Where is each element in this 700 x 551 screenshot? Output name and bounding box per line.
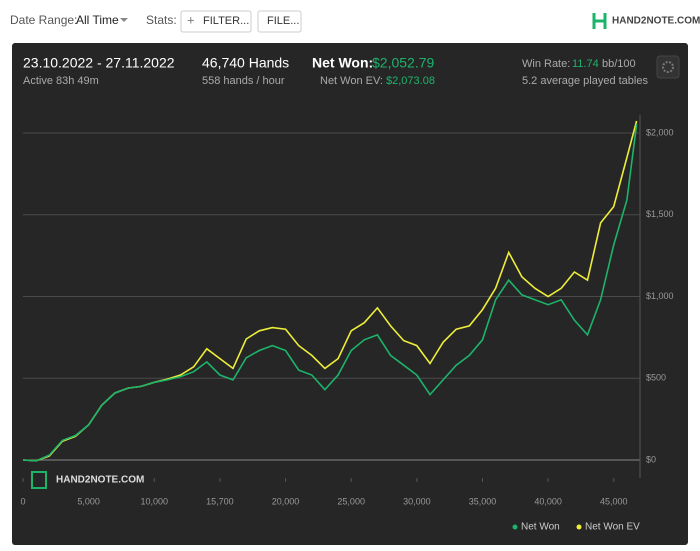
- net-won-ev-value: $2,073.08: [386, 75, 435, 87]
- logo-text: HAND2NOTE.COM: [612, 16, 700, 27]
- win-rate-unit: bb/100: [602, 58, 636, 70]
- filter-button[interactable]: [180, 10, 252, 33]
- x-tick-label: 5,000: [77, 496, 100, 506]
- tables: 5.2 average played tables: [522, 75, 648, 87]
- x-tick-label: 40,000: [534, 496, 562, 506]
- date-range-value[interactable]: All Time: [76, 13, 119, 27]
- dropdown-arrow[interactable]: [120, 18, 128, 22]
- file-button-text[interactable]: FILE...: [267, 15, 299, 27]
- x-tick-label: 35,000: [469, 496, 497, 506]
- legend-marker: [512, 524, 518, 530]
- win-rate-value: 11.74: [572, 58, 599, 70]
- panel: [12, 43, 688, 545]
- active-time: Active 83h 49m: [23, 75, 99, 87]
- legend-label: Net Won EV: [585, 522, 640, 533]
- x-tick-label: 30,000: [403, 496, 431, 506]
- watermark-icon: [31, 471, 47, 489]
- x-tick-label: 0: [20, 496, 25, 506]
- x-tick-label: 25,000: [337, 496, 365, 506]
- y-tick-label: $0: [646, 454, 656, 464]
- net-won-label: Net Won:: [312, 55, 373, 71]
- x-tick-label: 10,000: [141, 496, 169, 506]
- logo-icon: [592, 13, 607, 29]
- net-won-ev-label: Net Won EV:: [320, 75, 383, 87]
- y-tick-label: $500: [646, 373, 666, 383]
- series-line: [22, 124, 638, 462]
- file-button[interactable]: [257, 10, 302, 33]
- legend-label: Net Won: [521, 522, 560, 533]
- date-range: 23.10.2022 - 27.11.2022: [23, 55, 175, 71]
- watermark: HAND2NOTE.COM: [56, 475, 144, 486]
- win-rate-label: Win Rate:: [522, 58, 570, 70]
- net-won-value: $2,052.79: [372, 55, 434, 71]
- hands-per-hour: 558 hands / hour: [202, 75, 285, 87]
- y-tick-label: $1,500: [646, 209, 674, 219]
- date-range-label: Date Range:: [10, 13, 77, 27]
- hands: 46,740 Hands: [202, 55, 289, 71]
- legend-marker: [576, 524, 582, 530]
- filter-button-text[interactable]: FILTER...: [203, 15, 249, 27]
- stats-label: Stats:: [146, 13, 177, 27]
- chart: $0 $500 $1,000 $1,500 $2,000 0 5,000 10,000 15,7…: [20, 115, 674, 533]
- settings-button[interactable]: [656, 55, 680, 79]
- plus-icon: +: [187, 12, 195, 27]
- x-tick-label: 15,700: [206, 496, 234, 506]
- x-tick-label: 20,000: [272, 496, 300, 506]
- gear-icon[interactable]: [662, 61, 674, 73]
- y-tick-label: $2,000: [646, 127, 674, 137]
- x-tick-label: 45,000: [600, 496, 628, 506]
- y-tick-label: $1,000: [646, 291, 674, 301]
